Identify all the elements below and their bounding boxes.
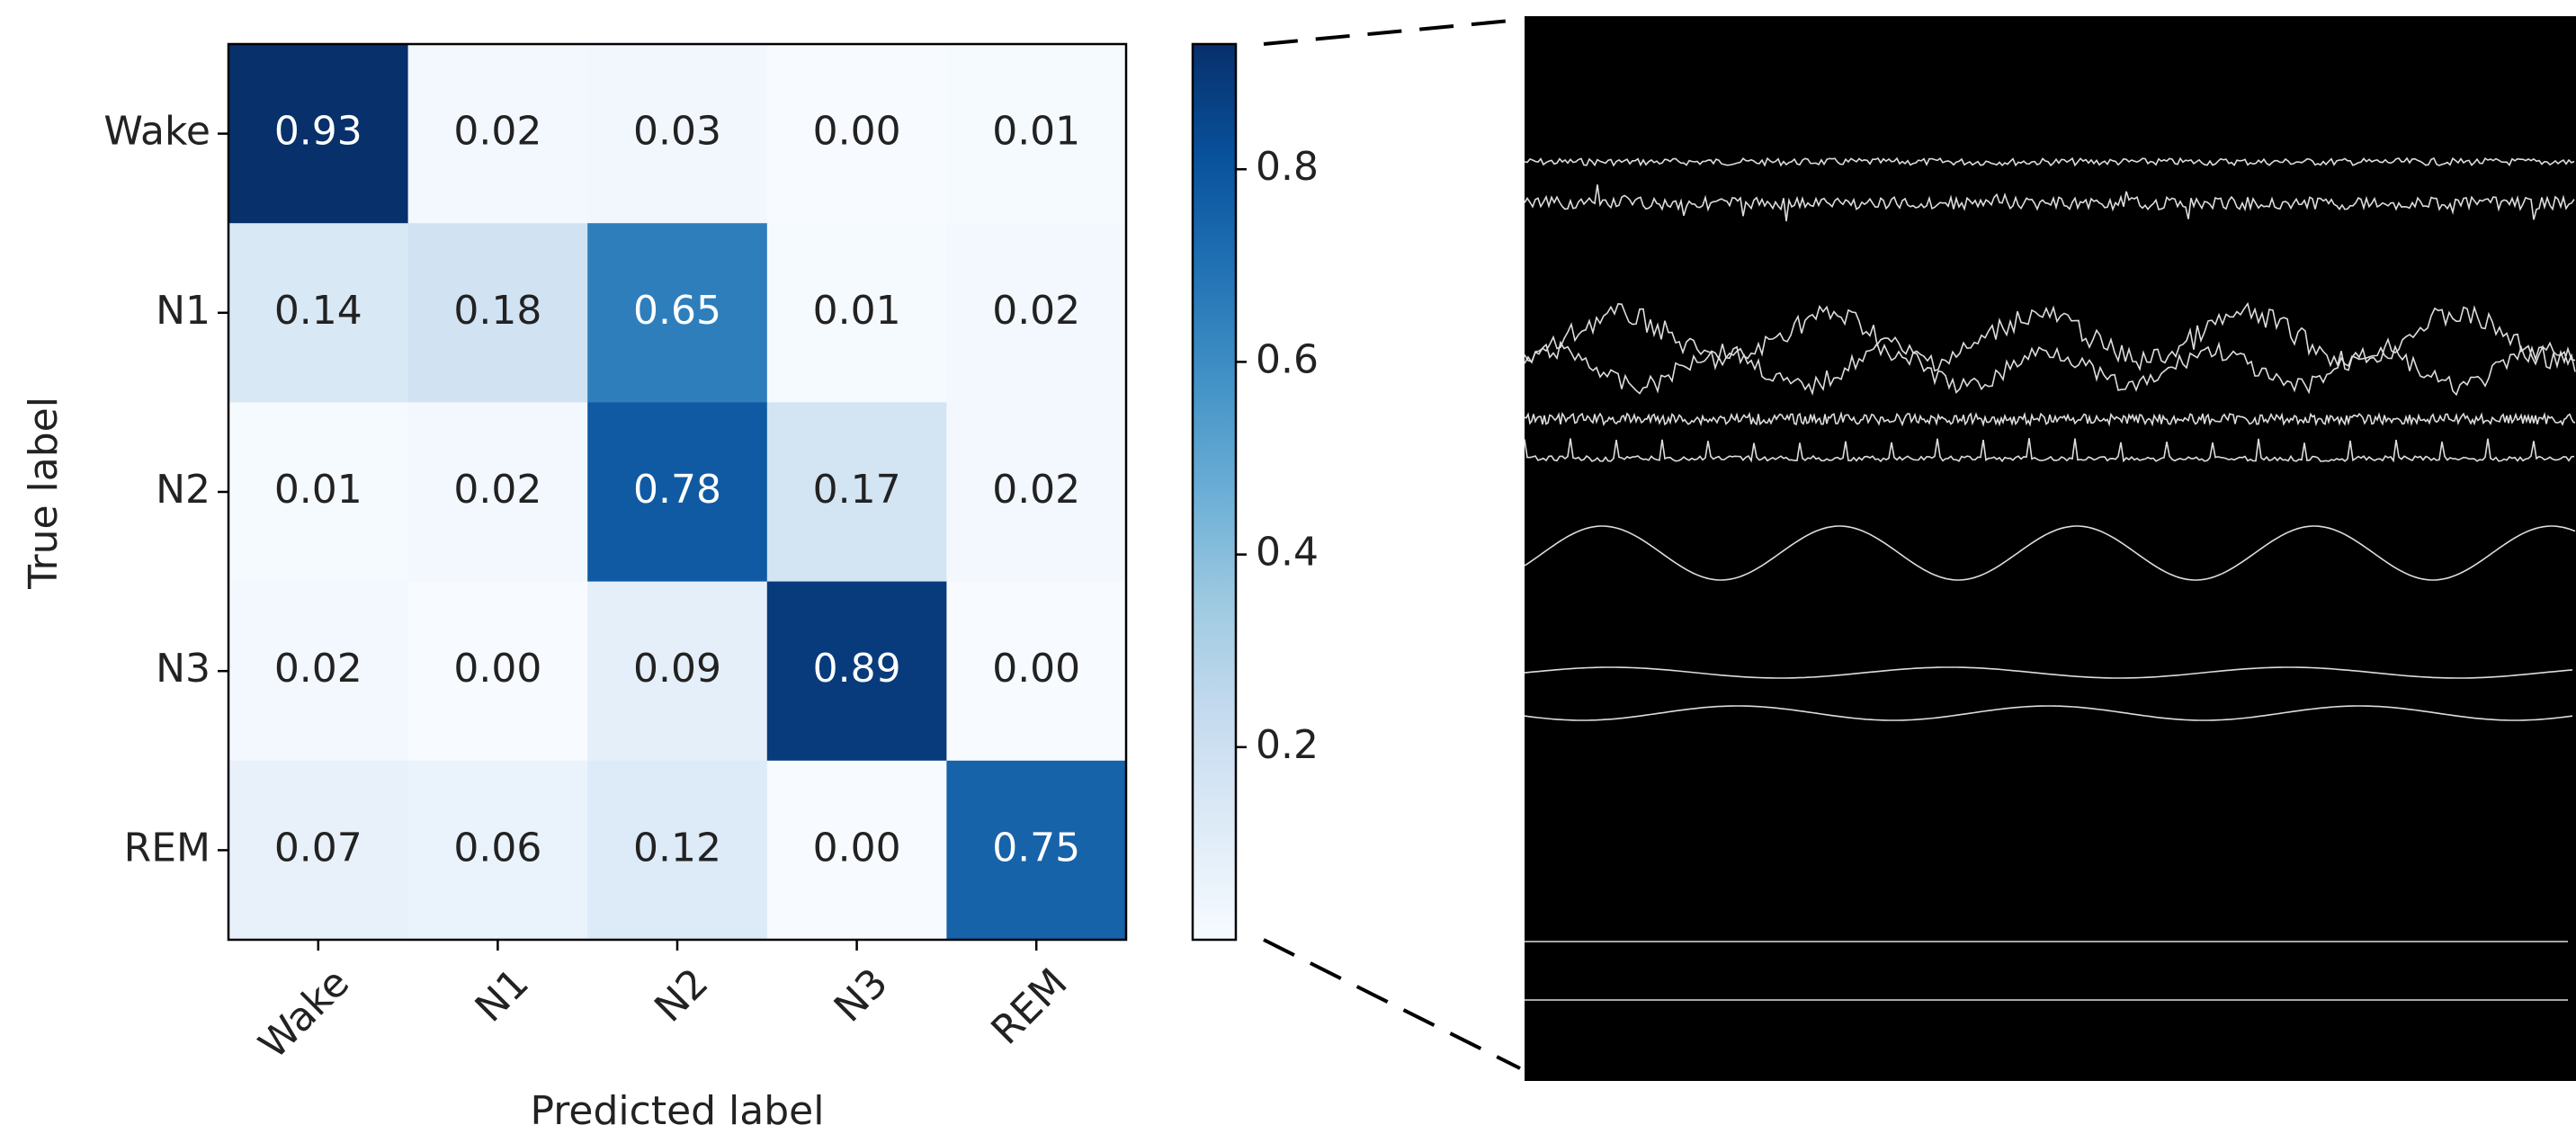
- heatmap-cell: [587, 760, 768, 941]
- cell-label: 0.07: [274, 825, 362, 871]
- heatmap-cell: [228, 760, 409, 941]
- heatmap-cell: [766, 760, 947, 941]
- cell-label: 0.03: [633, 109, 721, 155]
- y-tick-label: Wake: [103, 109, 210, 155]
- cell-label: 0.78: [633, 467, 721, 513]
- heatmap-cell: [228, 581, 409, 762]
- cell-label: 0.12: [633, 825, 721, 871]
- colorbar-tick-label: 0.4: [1256, 530, 1319, 576]
- cell-label: 0.01: [274, 467, 362, 513]
- x-tick-label: N3: [826, 960, 897, 1031]
- cell-label: 0.09: [633, 646, 721, 692]
- heatmap-cell: [228, 223, 409, 403]
- colorbar-tick-label: 0.6: [1256, 336, 1319, 382]
- heatmap-cell: [766, 581, 947, 762]
- zoom-line: [1263, 938, 1521, 1070]
- signal-trace: [1524, 705, 2573, 721]
- cell-label: 0.00: [453, 646, 541, 692]
- cell-label: 0.00: [992, 646, 1080, 692]
- cell-label: 0.65: [633, 288, 721, 334]
- heatmap-cell: [946, 223, 1127, 403]
- y-axis-label: True label: [21, 397, 67, 590]
- cell-label: 0.75: [992, 825, 1080, 871]
- heatmap-cell: [407, 581, 588, 762]
- heatmap-cell: [407, 402, 588, 583]
- cell-label: 0.01: [992, 109, 1080, 155]
- x-tick-label: REM: [982, 960, 1076, 1053]
- x-axis-label: Predicted label: [531, 1088, 825, 1134]
- cell-label: 0.02: [274, 646, 362, 692]
- cell-label: 0.01: [813, 288, 901, 334]
- signal-trace: [1524, 525, 2576, 581]
- cell-label: 0.18: [453, 288, 541, 334]
- heatmap-cell: [946, 760, 1127, 941]
- cell-label: 0.00: [813, 825, 901, 871]
- cell-label: 0.17: [813, 467, 901, 513]
- cell-label: 0.02: [453, 109, 541, 155]
- y-tick-label: REM: [124, 825, 210, 871]
- signal-trace: [1524, 301, 2576, 372]
- heatmap-cell: [228, 44, 409, 224]
- heatmap-cell: [766, 44, 947, 224]
- y-tick-label: N2: [156, 467, 210, 513]
- signal-trace: [1524, 340, 2576, 397]
- cell-label: 0.14: [274, 288, 362, 334]
- colorbar-tick-label: 0.8: [1256, 144, 1319, 190]
- zoom-line: [1263, 18, 1521, 46]
- signal-trace: [1524, 666, 2573, 679]
- y-tick-label: N1: [156, 288, 210, 334]
- heatmap-cell: [407, 44, 588, 224]
- heatmap-cell: [946, 44, 1127, 224]
- heatmap-cell: [587, 44, 768, 224]
- signal-trace: [1524, 438, 2575, 463]
- cell-label: 0.93: [274, 109, 362, 155]
- cell-label: 0.02: [992, 288, 1080, 334]
- x-tick-label: N2: [646, 960, 717, 1031]
- cell-label: 0.00: [813, 109, 901, 155]
- colorbar: [1191, 42, 1238, 942]
- cell-label: 0.02: [453, 467, 541, 513]
- cell-label: 0.06: [453, 825, 541, 871]
- signal-panel: [1525, 16, 2576, 1081]
- heatmap-cell: [587, 581, 768, 762]
- colorbar-tick-label: 0.2: [1256, 722, 1319, 768]
- heatmap-cell: [766, 223, 947, 403]
- x-tick-label: Wake: [250, 960, 358, 1067]
- x-tick-label: N1: [467, 960, 538, 1031]
- y-tick-label: N3: [156, 646, 210, 692]
- heatmap-cell: [946, 581, 1127, 762]
- heatmap-cell: [228, 402, 409, 583]
- signal-trace: [1524, 156, 2575, 167]
- heatmap-cell: [766, 402, 947, 583]
- cell-label: 0.89: [813, 646, 901, 692]
- cell-label: 0.02: [992, 467, 1080, 513]
- heatmap-cell: [946, 402, 1127, 583]
- signal-trace: [1524, 411, 2576, 427]
- heatmap-cell: [407, 223, 588, 403]
- heatmap-cell: [587, 402, 768, 583]
- heatmap-cell: [407, 760, 588, 941]
- heatmap-cell: [587, 223, 768, 403]
- signal-trace: [1524, 184, 2575, 222]
